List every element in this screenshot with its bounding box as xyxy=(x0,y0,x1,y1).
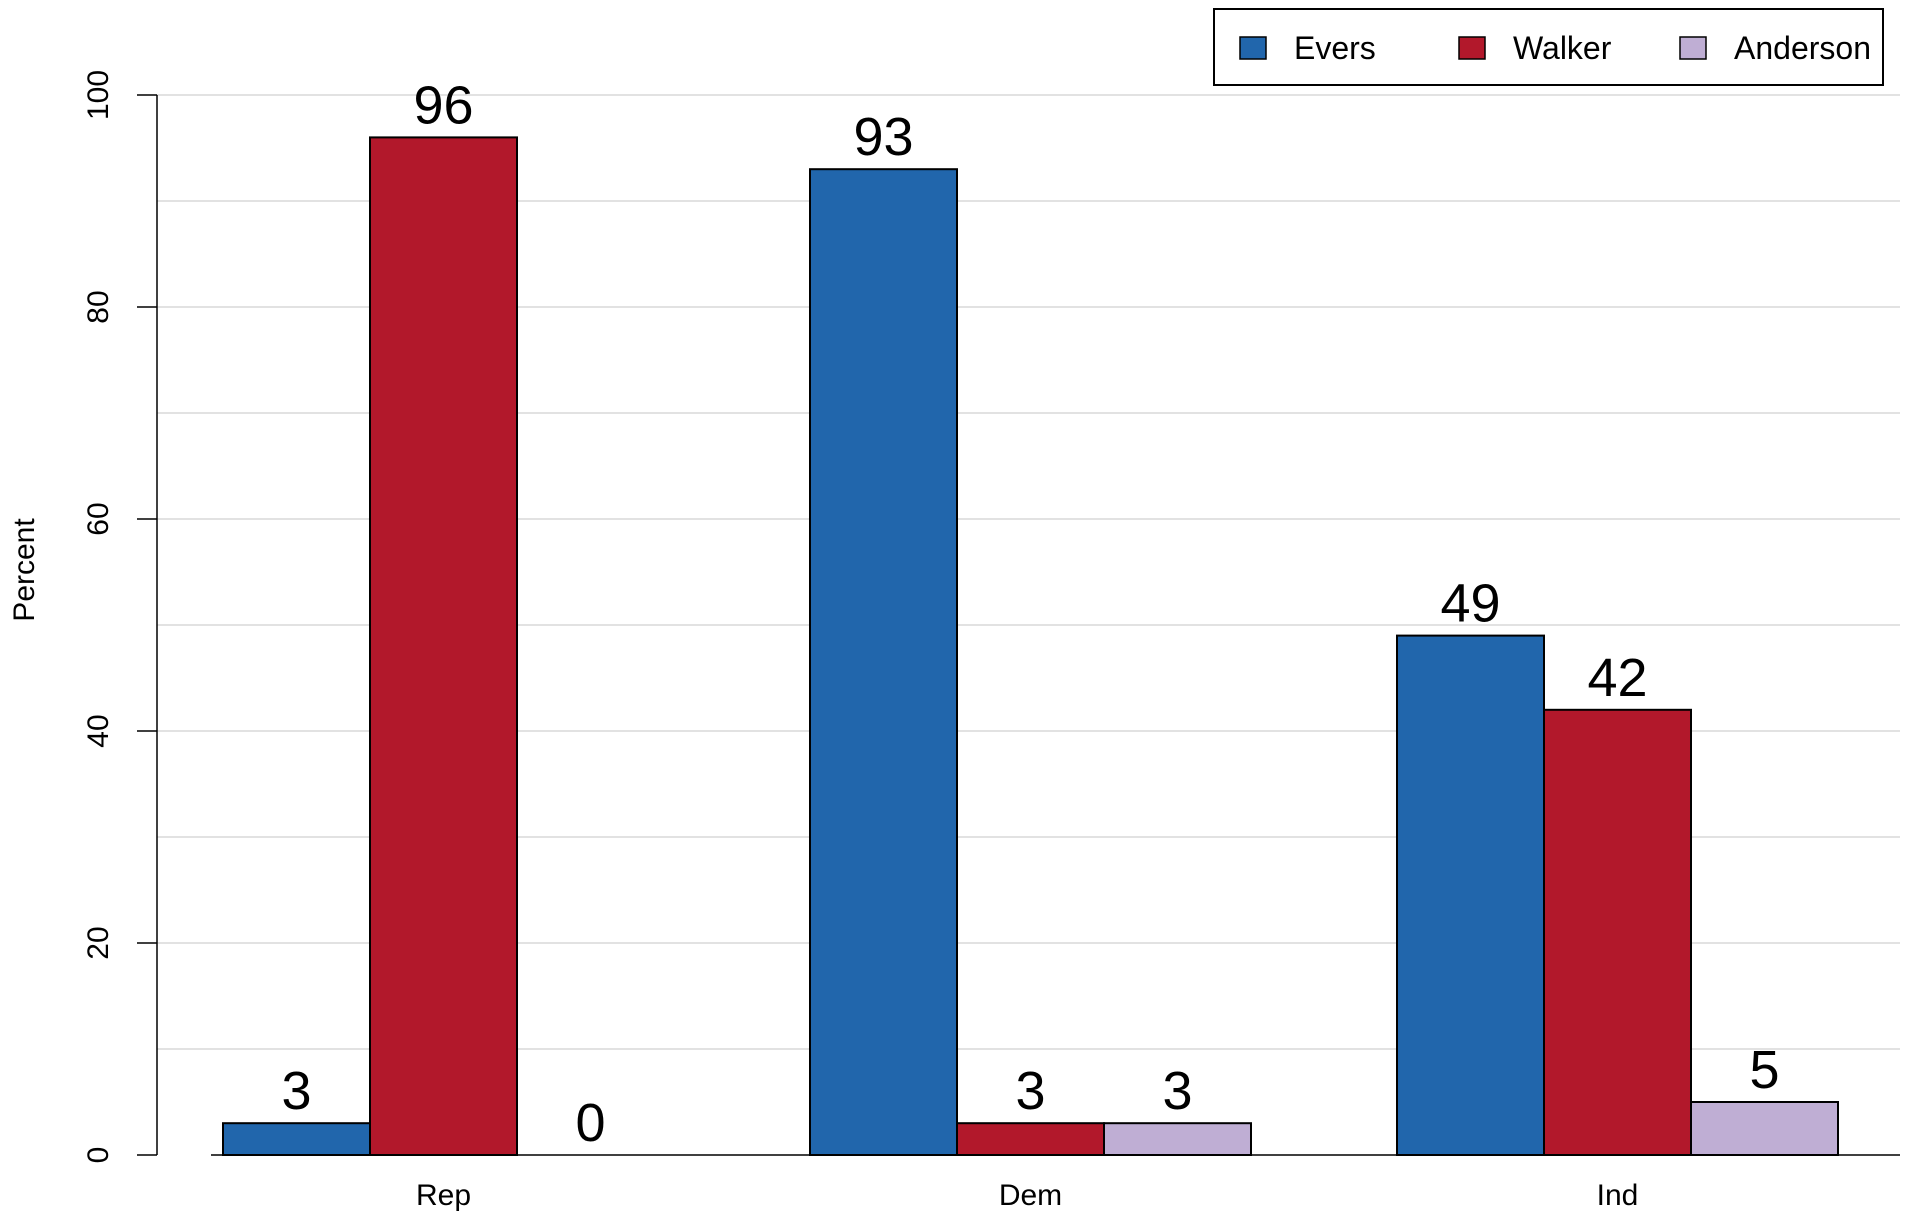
data-labels: 3 96 0 93 3 3 49 42 5 xyxy=(281,75,1779,1153)
category-labels: Rep Dem Ind xyxy=(416,1179,1638,1212)
legend-label: Walker xyxy=(1513,30,1612,66)
legend-swatch xyxy=(1679,36,1707,60)
y-tick-label: 60 xyxy=(82,502,115,535)
bar-evers-ind xyxy=(1396,634,1545,1156)
data-label: 3 xyxy=(1015,1061,1045,1121)
category-label: Rep xyxy=(416,1179,471,1212)
y-tick-label: 40 xyxy=(82,714,115,747)
category-label: Ind xyxy=(1597,1179,1639,1212)
legend-swatch xyxy=(1239,36,1267,60)
bar-anderson-ind xyxy=(1690,1101,1839,1156)
data-label: 3 xyxy=(1162,1061,1192,1121)
category-label: Dem xyxy=(999,1179,1062,1212)
bar-walker-rep xyxy=(369,136,518,1156)
legend-label: Evers xyxy=(1294,30,1376,66)
y-tick-label: 20 xyxy=(82,926,115,959)
data-label: 93 xyxy=(853,107,913,167)
legend-label: Anderson xyxy=(1734,30,1871,66)
data-label: 96 xyxy=(413,75,473,135)
y-tick-label: 80 xyxy=(82,290,115,323)
data-label: 3 xyxy=(281,1061,311,1121)
bar-walker-ind xyxy=(1543,708,1692,1156)
data-label: 5 xyxy=(1749,1040,1779,1100)
legend-box xyxy=(1213,8,1884,86)
bar-evers-dem xyxy=(809,168,958,1156)
y-axis-title: Percent xyxy=(8,518,41,622)
data-label: 0 xyxy=(575,1093,605,1153)
y-axis: 0 20 40 60 80 100 xyxy=(82,70,1900,1163)
bar-walker-dem xyxy=(956,1122,1105,1156)
y-tick-label: 100 xyxy=(82,70,115,120)
data-label: 49 xyxy=(1440,574,1500,634)
legend: Evers Walker Anderson xyxy=(1213,8,1884,86)
data-label: 42 xyxy=(1587,648,1647,708)
bar-evers-rep xyxy=(222,1122,371,1156)
y-tick-label: 0 xyxy=(82,1147,115,1164)
legend-swatch xyxy=(1458,36,1486,60)
bar-anderson-dem xyxy=(1103,1122,1252,1156)
bars xyxy=(222,136,1839,1156)
